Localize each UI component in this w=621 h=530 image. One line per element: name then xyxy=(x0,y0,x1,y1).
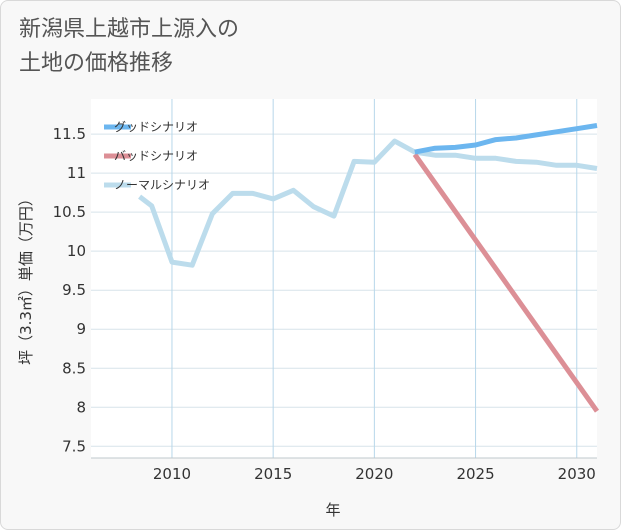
y-tick-label: 11 xyxy=(67,164,86,182)
y-tick-label: 10.5 xyxy=(53,203,86,221)
y-tick-label: 8 xyxy=(76,398,86,416)
legend-label: グッドシナリオ xyxy=(114,120,198,134)
legend-item-good: グッドシナリオ xyxy=(104,120,198,134)
x-tick-label: 2025 xyxy=(456,465,494,483)
normal-scenario-line xyxy=(138,138,598,268)
legend-item-bad: バッドシナリオ xyxy=(104,149,198,163)
x-tick-labels: 2010 2015 2020 2025 2030 xyxy=(153,465,596,483)
legend-label: バッドシナリオ xyxy=(114,149,198,163)
series-lines xyxy=(138,123,600,413)
x-tick-label: 2020 xyxy=(355,465,393,483)
x-axis-label: 年 xyxy=(325,501,340,519)
chart-title: 新潟県上越市上源入の 土地の価格推移 xyxy=(19,13,239,81)
good-scenario-line xyxy=(414,123,598,155)
x-tick-label: 2030 xyxy=(558,465,596,483)
y-tick-label: 11.5 xyxy=(53,125,86,143)
legend-label: ノーマルシナリオ xyxy=(114,178,210,192)
y-tick-label: 9 xyxy=(76,320,86,338)
y-tick-label: 10 xyxy=(67,242,86,260)
chart-title-line-1: 新潟県上越市上源入の xyxy=(19,17,240,42)
legend-item-normal: ノーマルシナリオ xyxy=(104,178,210,192)
y-tick-label: 9.5 xyxy=(62,281,86,299)
bad-scenario-line xyxy=(412,152,600,413)
y-tick-label: 8.5 xyxy=(62,359,86,377)
x-tick-label: 2010 xyxy=(153,465,191,483)
x-tick-label: 2015 xyxy=(254,465,292,483)
chart-title-line-2: 土地の価格推移 xyxy=(19,51,174,76)
y-axis-label: 坪（3.3㎡）単価（万円） xyxy=(17,191,35,365)
y-tick-label: 7.5 xyxy=(62,437,86,455)
y-tick-labels: 7.5 8 8.5 9 9.5 10 10.5 11 11.5 xyxy=(53,125,86,455)
